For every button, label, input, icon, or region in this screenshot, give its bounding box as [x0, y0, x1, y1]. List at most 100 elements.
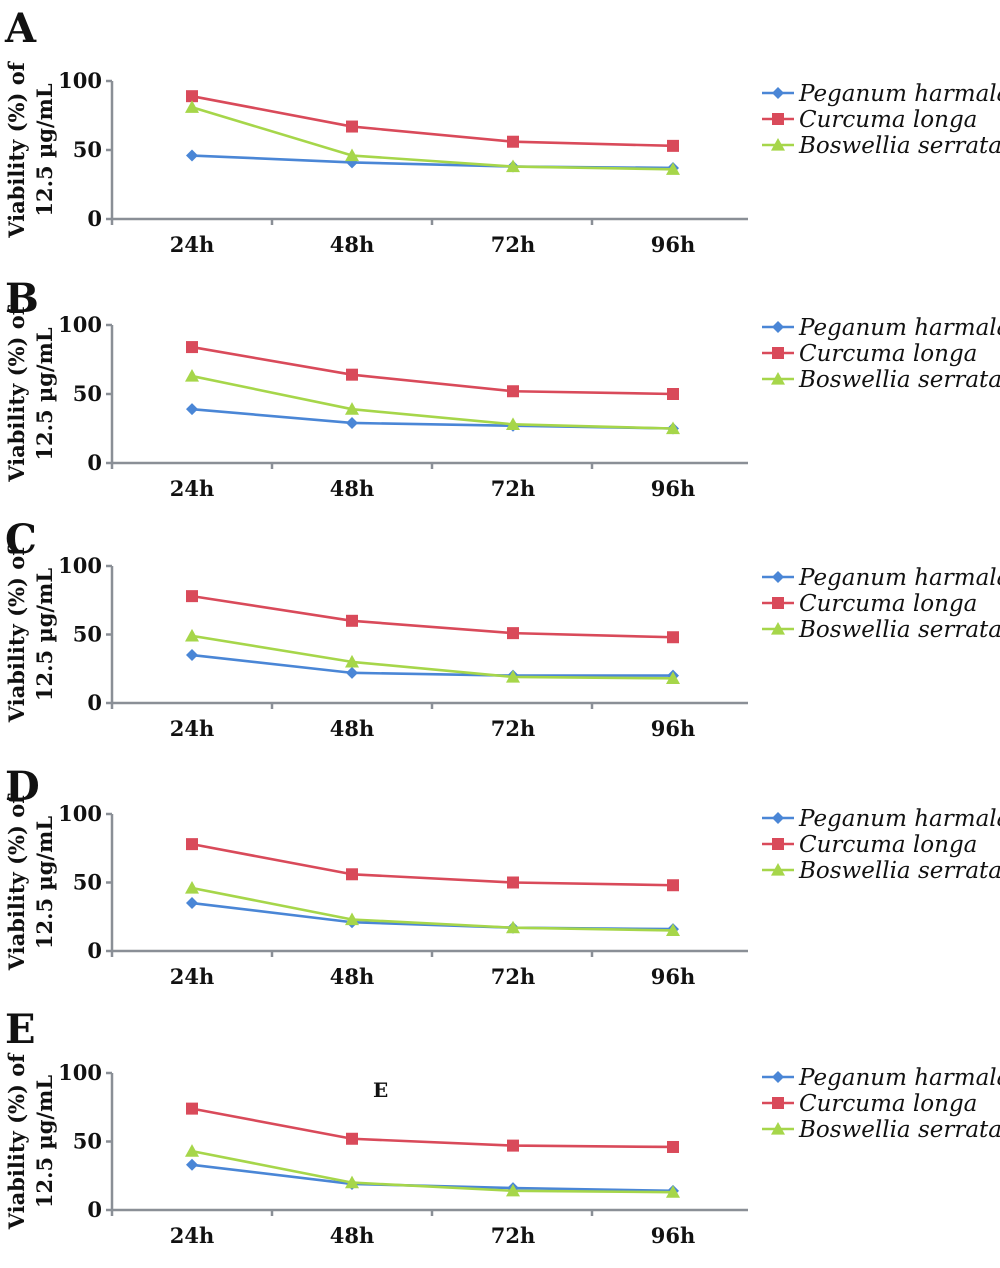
y-axis-label-line-1: Viability (%) of: [4, 793, 29, 971]
data-point-boswellia-serrata: [185, 369, 199, 382]
data-point-curcuma-longa: [186, 1102, 198, 1115]
data-point-boswellia-serrata: [666, 1185, 680, 1198]
legend-label-peganum-harmala: Peganum harmala: [798, 315, 1000, 341]
data-point-boswellia-serrata: [345, 1175, 359, 1189]
series-line-boswellia-serrata: [191, 374, 674, 430]
y-axis-label-line-1: Viability (%) of: [4, 545, 29, 723]
x-tick-label: 96h: [651, 1223, 696, 1248]
panel-letter: D: [5, 763, 40, 810]
y-axis-label-line-2: 12.5 µg/mL: [32, 327, 57, 460]
x-tick-label: 96h: [651, 232, 696, 257]
data-point-curcuma-longa: [186, 341, 198, 354]
y-tick-label: 0: [87, 450, 102, 475]
panel-letter: E: [5, 1006, 36, 1053]
y-tick-label: 100: [58, 553, 102, 578]
x-tick-label: 24h: [170, 716, 215, 741]
legend-marker-boswellia-serrata: [771, 622, 785, 635]
legend-label-peganum-harmala: Peganum harmala: [798, 1065, 1000, 1091]
series-line-curcuma-longa: [191, 842, 674, 887]
series-line-peganum-harmala: [191, 901, 674, 931]
x-tick-label: 24h: [170, 232, 215, 257]
legend-marker-curcuma-longa: [772, 597, 784, 609]
data-point-peganum-harmala: [346, 416, 358, 429]
data-point-curcuma-longa: [346, 1132, 358, 1145]
y-tick-label: 50: [73, 137, 102, 162]
x-tick-label: 24h: [170, 964, 215, 989]
legend-label-boswellia-serrata: Boswellia serrata: [798, 367, 1000, 393]
data-point-boswellia-serrata: [666, 923, 680, 937]
x-tick-label: 72h: [491, 1223, 536, 1248]
data-point-curcuma-longa: [186, 90, 198, 103]
legend-label-curcuma-longa: Curcuma longa: [799, 591, 977, 617]
y-tick-label: 0: [87, 206, 102, 231]
data-point-boswellia-serrata: [345, 148, 359, 162]
series-line-boswellia-serrata: [191, 1149, 674, 1194]
data-point-boswellia-serrata: [506, 159, 520, 173]
data-point-boswellia-serrata: [666, 162, 680, 175]
data-point-boswellia-serrata: [345, 912, 359, 926]
data-point-curcuma-longa: [667, 139, 679, 152]
y-tick-label: 50: [73, 381, 102, 406]
y-axis-label-line-2: 12.5 µg/mL: [32, 568, 57, 701]
legend-label-boswellia-serrata: Boswellia serrata: [798, 1117, 1000, 1143]
x-tick-label: 72h: [491, 716, 536, 741]
data-point-boswellia-serrata: [345, 654, 359, 668]
data-point-boswellia-serrata: [506, 920, 520, 934]
data-point-curcuma-longa: [507, 876, 519, 889]
plot-annotation: E: [373, 1078, 388, 1102]
x-tick-label: 48h: [330, 716, 375, 741]
data-point-boswellia-serrata: [506, 417, 520, 430]
legend-marker-peganum-harmala: [772, 321, 784, 333]
legend-label-boswellia-serrata: Boswellia serrata: [798, 133, 1000, 159]
legend-marker-boswellia-serrata: [771, 1122, 785, 1135]
legend-label-curcuma-longa: Curcuma longa: [799, 1091, 977, 1117]
y-axis-label-line-1: Viability (%) of: [4, 304, 29, 482]
x-tick-label: 48h: [330, 232, 375, 257]
x-tick-label: 48h: [330, 476, 375, 501]
legend-label-curcuma-longa: Curcuma longa: [799, 341, 977, 367]
y-tick-label: 0: [87, 938, 102, 963]
data-point-curcuma-longa: [667, 1140, 679, 1153]
data-point-curcuma-longa: [507, 135, 519, 148]
legend-label-peganum-harmala: Peganum harmala: [798, 806, 1000, 832]
x-tick-label: 96h: [651, 476, 696, 501]
data-point-curcuma-longa: [346, 614, 358, 627]
series-line-curcuma-longa: [191, 94, 674, 148]
data-point-curcuma-longa: [346, 368, 358, 381]
y-axis-label-line-1: Viability (%) of: [4, 1052, 29, 1230]
data-point-peganum-harmala: [186, 1158, 198, 1171]
panel-letter: C: [5, 516, 37, 563]
x-tick-label: 24h: [170, 476, 215, 501]
data-point-curcuma-longa: [186, 590, 198, 603]
legend-marker-curcuma-longa: [772, 1097, 784, 1109]
legend-marker-boswellia-serrata: [771, 863, 785, 876]
legend-label-boswellia-serrata: Boswellia serrata: [798, 858, 1000, 884]
legend-marker-peganum-harmala: [772, 87, 784, 99]
series-line-peganum-harmala: [191, 653, 673, 677]
data-point-curcuma-longa: [507, 1139, 519, 1152]
legend-marker-curcuma-longa: [772, 347, 784, 359]
series-line-boswellia-serrata: [191, 886, 674, 932]
x-tick-label: 72h: [491, 964, 536, 989]
data-point-peganum-harmala: [186, 403, 198, 416]
data-point-curcuma-longa: [346, 120, 358, 133]
y-axis-label-line-1: Viability (%) of: [4, 60, 29, 238]
data-point-boswellia-serrata: [506, 1183, 520, 1197]
y-axis-label-line-2: 12.5 µg/mL: [32, 816, 57, 949]
y-tick-label: 100: [58, 68, 102, 93]
series-line-curcuma-longa: [191, 594, 674, 639]
data-point-peganum-harmala: [186, 897, 198, 910]
legend-marker-curcuma-longa: [772, 113, 784, 125]
data-point-boswellia-serrata: [185, 880, 199, 894]
x-tick-label: 24h: [170, 1223, 215, 1248]
data-point-boswellia-serrata: [185, 100, 199, 113]
series-line-boswellia-serrata: [191, 634, 674, 680]
y-axis-label-line-2: 12.5 µg/mL: [32, 1075, 57, 1208]
data-point-curcuma-longa: [507, 627, 519, 640]
y-tick-label: 50: [73, 622, 102, 647]
